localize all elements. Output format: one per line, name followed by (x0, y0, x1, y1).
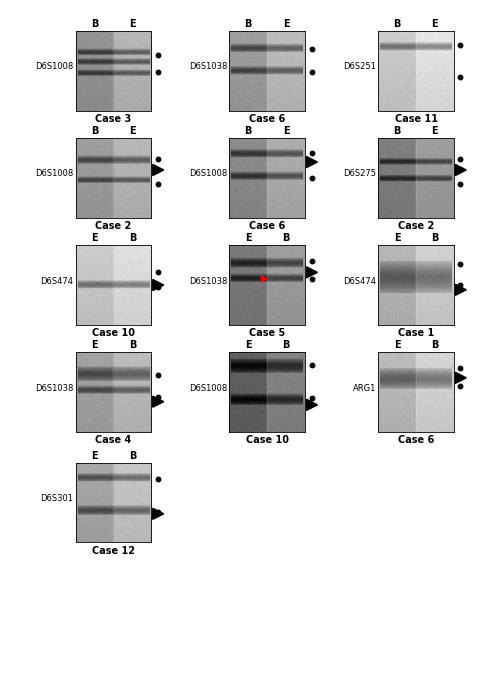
Text: ARG1: ARG1 (352, 384, 376, 392)
Text: E: E (283, 19, 289, 29)
Polygon shape (306, 399, 318, 410)
Text: Case 2: Case 2 (95, 221, 132, 231)
Text: E: E (91, 234, 98, 243)
Text: Case 10: Case 10 (245, 435, 289, 446)
Polygon shape (153, 509, 164, 520)
Text: D6S1008: D6S1008 (35, 62, 73, 71)
Text: D6S1038: D6S1038 (189, 62, 227, 71)
Text: B: B (244, 19, 252, 29)
Text: E: E (394, 234, 401, 243)
Text: B: B (283, 341, 290, 350)
Text: B: B (393, 19, 401, 29)
Text: D6S251: D6S251 (343, 62, 376, 71)
Text: Case 1: Case 1 (398, 328, 434, 339)
Text: Case 6: Case 6 (398, 435, 434, 446)
Text: E: E (129, 19, 136, 29)
Text: Case 10: Case 10 (92, 328, 135, 339)
Text: Case 11: Case 11 (394, 114, 438, 124)
Polygon shape (153, 164, 164, 176)
Text: D6S474: D6S474 (41, 276, 73, 285)
Text: D6S1038: D6S1038 (189, 276, 227, 285)
Text: B: B (393, 126, 401, 136)
Text: D6S1008: D6S1008 (35, 169, 73, 178)
Text: B: B (129, 341, 136, 350)
Text: B: B (129, 234, 136, 243)
Text: B: B (431, 234, 439, 243)
Text: Case 2: Case 2 (398, 221, 434, 231)
Text: D6S301: D6S301 (41, 494, 73, 503)
Text: E: E (245, 234, 252, 243)
Polygon shape (306, 156, 318, 168)
Polygon shape (455, 164, 467, 176)
Text: E: E (91, 451, 98, 461)
Text: B: B (244, 126, 252, 136)
Text: B: B (91, 19, 98, 29)
Text: D6S275: D6S275 (343, 169, 376, 178)
Text: Case 6: Case 6 (249, 221, 285, 231)
Text: E: E (283, 126, 289, 136)
Text: E: E (129, 126, 136, 136)
Text: D6S474: D6S474 (343, 276, 376, 285)
Text: Case 3: Case 3 (95, 114, 132, 124)
Text: E: E (394, 341, 401, 350)
Text: E: E (91, 341, 98, 350)
Polygon shape (153, 279, 164, 291)
Text: D6S1008: D6S1008 (189, 384, 227, 392)
Text: Case 12: Case 12 (92, 546, 135, 556)
Polygon shape (306, 267, 318, 278)
Text: D6S1008: D6S1008 (189, 169, 227, 178)
Text: B: B (91, 126, 98, 136)
Polygon shape (455, 372, 467, 384)
Text: Case 5: Case 5 (249, 328, 285, 339)
Text: B: B (431, 341, 439, 350)
Text: B: B (283, 234, 290, 243)
Text: Case 6: Case 6 (249, 114, 285, 124)
Polygon shape (455, 284, 467, 295)
Text: Case 4: Case 4 (95, 435, 132, 446)
Text: E: E (431, 19, 438, 29)
Text: B: B (129, 451, 136, 461)
Text: D6S1038: D6S1038 (35, 384, 73, 392)
Text: E: E (431, 126, 438, 136)
Text: E: E (245, 341, 252, 350)
Polygon shape (153, 396, 164, 407)
